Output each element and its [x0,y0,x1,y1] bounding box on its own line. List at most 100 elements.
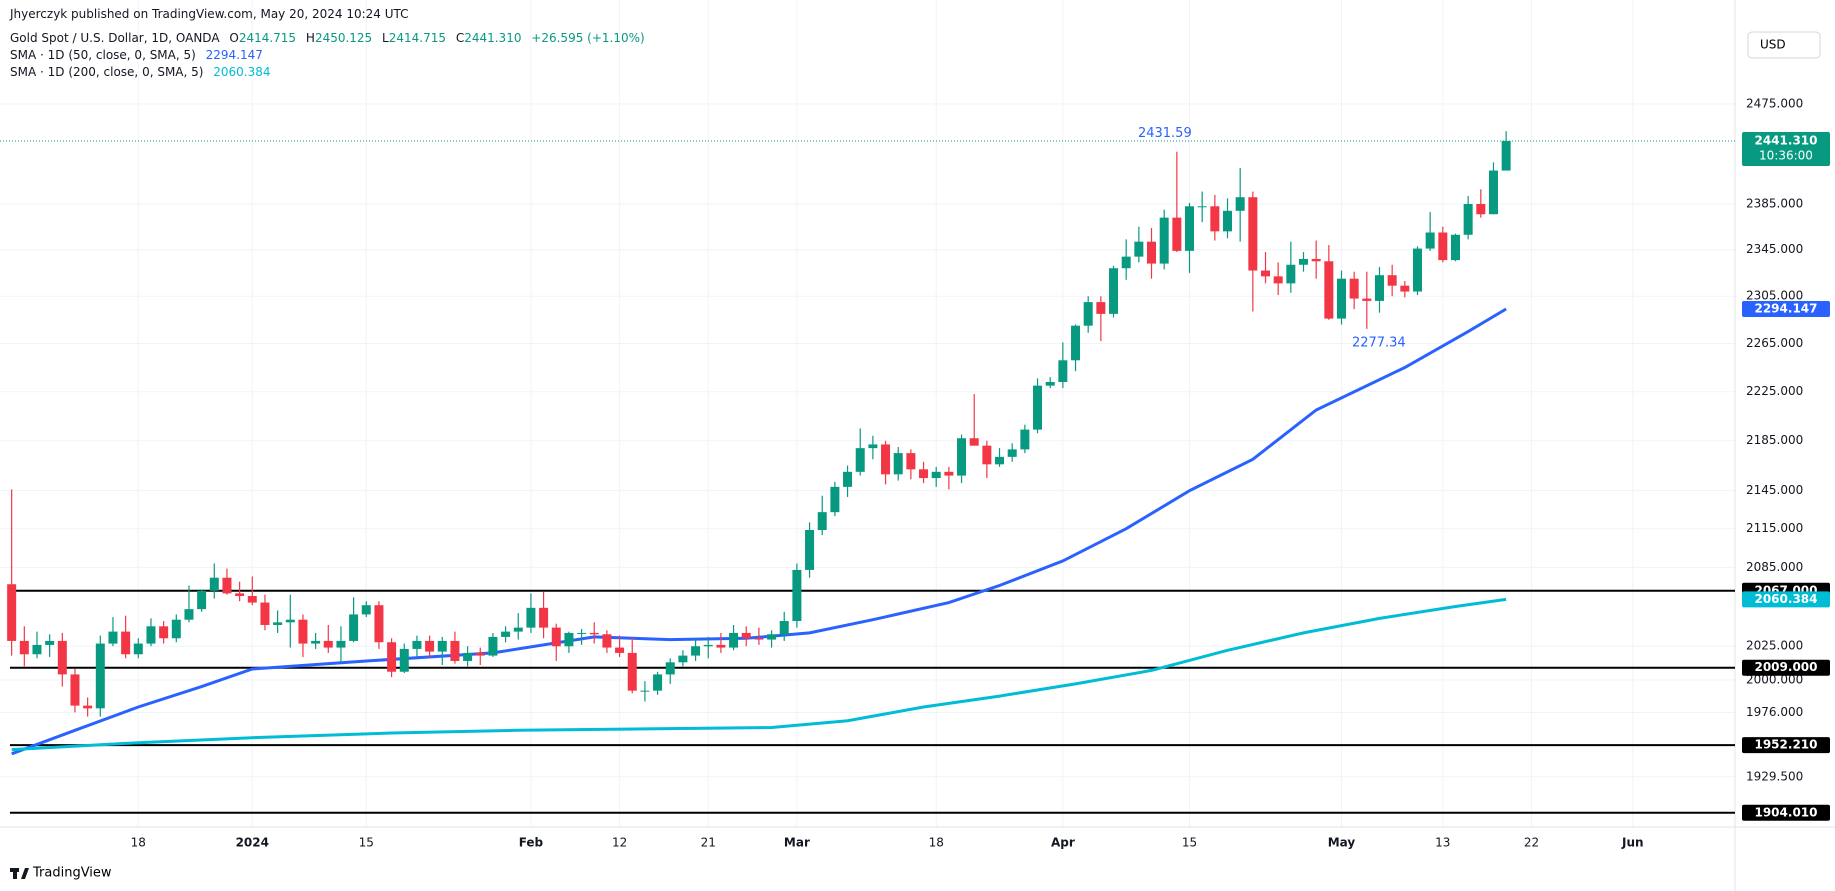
candle-body [1134,241,1144,257]
sma-line [11,307,1507,756]
candle-body [589,632,599,635]
candle-body [1324,261,1334,319]
candle-body [361,605,371,615]
candle-body [602,634,612,648]
candle-body [665,662,675,675]
candle-body [1298,258,1308,265]
candle-body [1261,270,1271,277]
x-tick-label: 13 [1435,836,1450,850]
candle-body [830,486,840,513]
candle-body [1412,248,1422,292]
ohlc-value: 2441.310 [464,31,522,45]
candle-body [1235,197,1245,211]
candle-body [197,590,207,610]
candle-body [551,627,561,647]
candle-body [627,652,637,691]
candle-body [1400,285,1410,292]
candle-body [1311,258,1321,262]
candle-body [260,602,270,625]
candle-body [146,626,156,644]
y-tick-label: 2185.000 [1746,433,1803,447]
ohlc-value: 2450.125 [314,31,373,45]
candle-body [1071,325,1081,361]
x-tick-label: Feb [519,836,544,850]
y-tick-label: 2385.000 [1746,197,1803,211]
candle-body [1450,234,1460,261]
candle-body [1273,276,1283,284]
y-tick-label: 2115.000 [1746,521,1803,535]
candle-body [235,593,245,597]
candle-body [1159,217,1169,264]
high-annotation: 2431.59 [1138,126,1192,141]
candle-body [817,512,827,531]
candle-body [729,632,739,648]
change-value: +26.595 (+1.10%) [531,31,645,45]
candle-body [19,640,29,655]
candle-body [1336,278,1346,319]
candle-body [1121,256,1131,269]
y-tick-label: 2265.000 [1746,336,1803,350]
x-tick-label: 15 [359,836,374,850]
x-tick-label: 18 [929,836,944,850]
y-tick-label: 1929.500 [1746,769,1803,783]
y-tick-label: 2225.000 [1746,384,1803,398]
sma-name: SMA · 1D (50, close, 0, SMA, 5) [10,48,196,62]
candle-body [1033,385,1043,430]
x-tick-label: 18 [131,836,146,850]
candle-body [399,648,409,672]
candle-body [754,638,764,640]
candle-body [247,596,257,603]
low-annotation: 2277.34 [1352,335,1406,350]
currency-button[interactable] [1747,31,1821,59]
candle-body [1438,232,1448,261]
candle-body [412,640,422,649]
sma-value: 2060.384 [213,65,271,79]
candle-body [1197,206,1207,208]
candle-body [1476,204,1486,215]
candle-body [501,631,511,637]
candle-body [513,627,523,632]
candle-body [1045,381,1055,386]
candle-body [640,690,650,692]
candle-body [450,640,460,661]
sma-price-box [1742,300,1830,317]
candle-body [121,631,131,655]
level-label: 1904.010 [1754,805,1817,819]
candle-body [1248,197,1258,271]
candle-body [1425,232,1435,249]
candle-body [868,444,878,449]
candle-body [209,577,219,591]
candle-body [475,652,485,656]
currency-label[interactable]: USD [1760,38,1786,52]
level-label-box [1742,737,1830,754]
candle-body [83,705,93,709]
symbol-legend: Gold Spot / U.S. Dollar, 1D, OANDA O2414… [10,30,645,47]
ohlc-key: L [382,31,389,45]
candle-body [1362,298,1372,301]
candle-body [906,453,916,470]
candle-body [222,577,232,594]
candle-body [1463,204,1473,235]
candle-body [1223,210,1233,232]
candle-body [995,456,1005,465]
candle-body [1210,206,1220,232]
candle-body [1083,302,1093,326]
header: Jhyerczyk published on TradingView.com, … [10,6,645,81]
candle-body [336,640,346,648]
candle-body [374,605,384,643]
candle-body [577,632,587,634]
sma-price-label: 2060.384 [1754,592,1817,606]
candle-body [716,644,726,648]
candle-body [273,622,283,625]
logo-part [21,868,29,879]
candle-body [919,469,929,479]
candle-body [32,644,42,655]
x-tick-label: May [1328,836,1356,850]
candle-body [805,530,815,570]
candle-body [893,453,903,475]
x-tick-label: Apr [1051,836,1075,850]
y-tick-label: 2145.000 [1746,483,1803,497]
candle-body [184,609,194,620]
brand-name: TradingView [32,866,112,881]
candle-body [792,569,802,622]
